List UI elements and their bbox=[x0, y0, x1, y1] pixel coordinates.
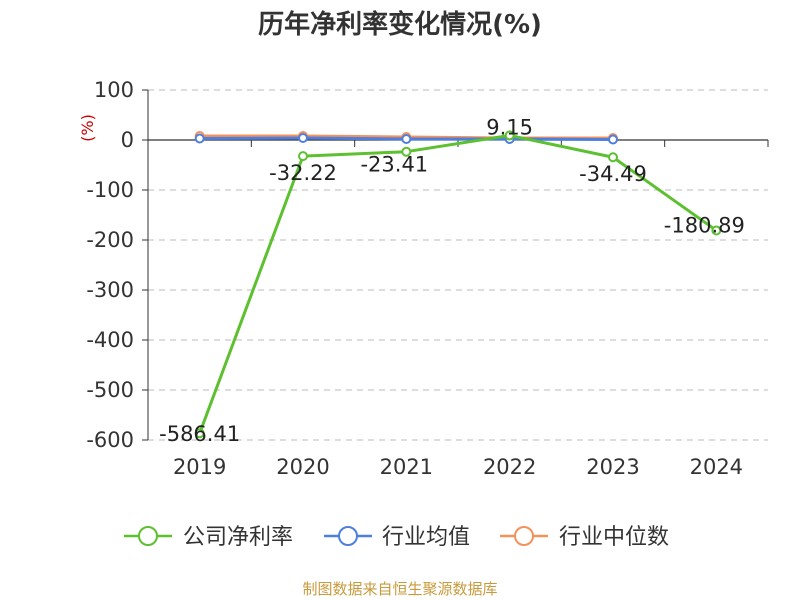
data-label: -32.22 bbox=[269, 161, 337, 185]
data-point bbox=[608, 134, 618, 145]
chart-title: 历年净利率变化情况(%) bbox=[258, 10, 542, 40]
legend-marker bbox=[514, 526, 534, 546]
series-lines bbox=[194, 130, 722, 439]
data-point bbox=[608, 152, 618, 163]
x-tick-label: 2022 bbox=[483, 455, 536, 479]
x-tick-labels: 2019 2020 2021 2022 2023 2024 bbox=[173, 455, 743, 479]
y-tick-label: -200 bbox=[86, 228, 134, 252]
x-tick-label: 2023 bbox=[586, 455, 639, 479]
y-tick-labels: 100 0 -100 -200 -300 -400 -500 -600 bbox=[86, 78, 134, 452]
axes: (%) bbox=[78, 89, 769, 441]
data-point bbox=[504, 130, 515, 141]
data-label: -23.41 bbox=[360, 153, 428, 177]
data-label: 9.15 bbox=[486, 115, 533, 139]
data-labels: -586.41 -32.22 -23.41 9.15 -34.49 -180.89 bbox=[159, 115, 745, 446]
legend-marker bbox=[138, 526, 158, 546]
y-tick-label: -100 bbox=[86, 178, 134, 202]
grid-lines bbox=[148, 89, 768, 441]
y-tick-label: 0 bbox=[121, 128, 134, 152]
legend-label: 行业均值 bbox=[382, 525, 470, 550]
data-point bbox=[711, 225, 722, 236]
data-point bbox=[298, 151, 308, 162]
legend-marker bbox=[338, 526, 358, 546]
data-point bbox=[401, 134, 412, 144]
data-point bbox=[194, 133, 205, 144]
x-tick-label: 2021 bbox=[380, 455, 433, 479]
y-tick-label: -300 bbox=[86, 278, 134, 302]
legend-label: 公司净利率 bbox=[183, 525, 293, 550]
x-tick-label: 2024 bbox=[690, 455, 743, 479]
data-point bbox=[298, 133, 308, 143]
y-tick-label: -500 bbox=[86, 378, 134, 402]
series-line bbox=[198, 133, 718, 434]
data-point bbox=[401, 146, 412, 157]
source-note: 制图数据来自恒生聚源数据库 bbox=[302, 580, 498, 598]
y-axis-unit: (%) bbox=[78, 114, 97, 142]
x-tick-label: 2019 bbox=[173, 455, 226, 479]
data-label: -586.41 bbox=[159, 422, 240, 446]
data-label: -34.49 bbox=[579, 162, 647, 186]
y-tick-label: -600 bbox=[86, 428, 134, 452]
y-tick-label: 100 bbox=[94, 78, 134, 102]
data-label: -180.89 bbox=[664, 213, 745, 237]
data-point bbox=[194, 428, 205, 439]
legend: 公司净利率 行业均值 行业中位数 bbox=[124, 525, 669, 550]
legend-label: 行业中位数 bbox=[559, 525, 669, 550]
x-tick-label: 2020 bbox=[276, 455, 329, 479]
y-tick-label: -400 bbox=[86, 328, 134, 352]
